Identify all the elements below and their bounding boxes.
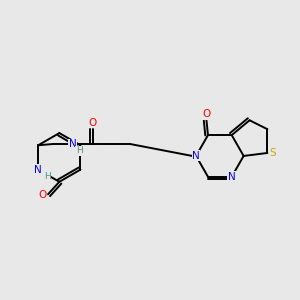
Text: N: N: [192, 151, 200, 161]
Text: S: S: [269, 148, 276, 158]
Text: H: H: [76, 146, 83, 155]
Text: N: N: [228, 172, 236, 182]
Text: O: O: [38, 190, 46, 200]
Text: O: O: [202, 109, 211, 119]
Text: N: N: [69, 139, 76, 149]
Text: H: H: [44, 172, 50, 181]
Text: O: O: [89, 118, 97, 128]
Text: N: N: [34, 165, 42, 175]
